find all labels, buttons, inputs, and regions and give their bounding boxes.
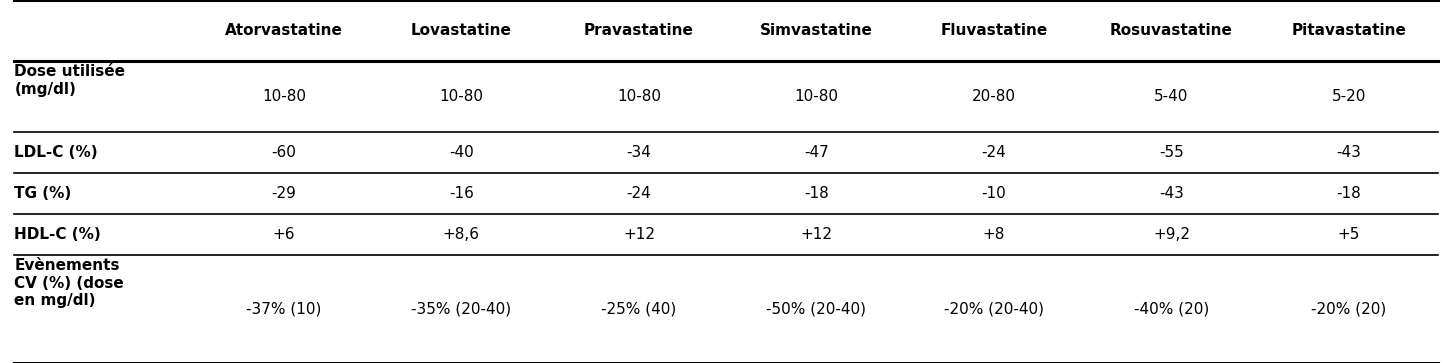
Text: TG (%): TG (%): [14, 186, 72, 201]
Text: 10-80: 10-80: [439, 89, 484, 104]
Text: -20% (20): -20% (20): [1312, 301, 1387, 316]
Text: Evènements
CV (%) (dose
en mg/dl): Evènements CV (%) (dose en mg/dl): [14, 258, 124, 308]
Text: -29: -29: [272, 186, 296, 201]
Text: Pravastatine: Pravastatine: [584, 23, 694, 38]
Text: -24: -24: [981, 145, 1006, 160]
Text: -40: -40: [449, 145, 474, 160]
Text: -47: -47: [803, 145, 829, 160]
Text: 5-40: 5-40: [1155, 89, 1189, 104]
Text: +6: +6: [273, 227, 295, 242]
Text: -37% (10): -37% (10): [246, 301, 322, 316]
Text: +8,6: +8,6: [442, 227, 480, 242]
Text: LDL-C (%): LDL-C (%): [14, 145, 98, 160]
Text: Pitavastatine: Pitavastatine: [1292, 23, 1406, 38]
Text: -43: -43: [1159, 186, 1183, 201]
Text: Dose utilisée
(mg/dl): Dose utilisée (mg/dl): [14, 64, 126, 97]
Text: 10-80: 10-80: [617, 89, 660, 104]
Text: +8: +8: [983, 227, 1006, 242]
Text: +12: +12: [623, 227, 655, 242]
Text: 10-80: 10-80: [262, 89, 306, 104]
Text: Simvastatine: Simvastatine: [760, 23, 873, 38]
Text: -35% (20-40): -35% (20-40): [412, 301, 512, 316]
Text: -16: -16: [449, 186, 474, 201]
Text: -10: -10: [981, 186, 1006, 201]
Text: -18: -18: [1337, 186, 1361, 201]
Text: -25% (40): -25% (40): [601, 301, 676, 316]
Text: 10-80: 10-80: [795, 89, 838, 104]
Text: +12: +12: [801, 227, 832, 242]
Text: +9,2: +9,2: [1153, 227, 1191, 242]
Text: -34: -34: [627, 145, 652, 160]
Text: Fluvastatine: Fluvastatine: [941, 23, 1048, 38]
Text: Rosuvastatine: Rosuvastatine: [1110, 23, 1233, 38]
Text: -43: -43: [1337, 145, 1361, 160]
Text: Atorvastatine: Atorvastatine: [225, 23, 342, 38]
Text: -55: -55: [1159, 145, 1183, 160]
Text: -20% (20-40): -20% (20-40): [944, 301, 1043, 316]
Text: -40% (20): -40% (20): [1134, 301, 1209, 316]
Text: -60: -60: [272, 145, 296, 160]
Text: 20-80: 20-80: [972, 89, 1016, 104]
Text: -24: -24: [627, 186, 652, 201]
Text: 5-20: 5-20: [1332, 89, 1366, 104]
Text: Lovastatine: Lovastatine: [410, 23, 512, 38]
Text: -50% (20-40): -50% (20-40): [766, 301, 867, 316]
Text: +5: +5: [1338, 227, 1360, 242]
Text: HDL-C (%): HDL-C (%): [14, 227, 101, 242]
Text: -18: -18: [803, 186, 829, 201]
